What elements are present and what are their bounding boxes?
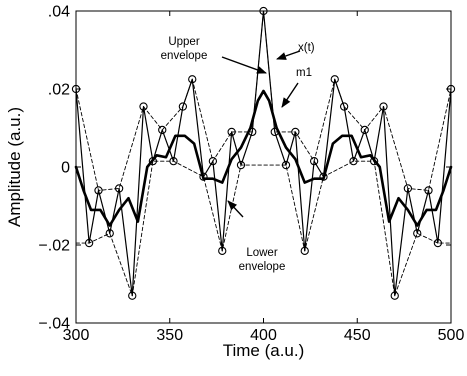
x-tick-label: 350 <box>156 327 183 344</box>
data-point-marker <box>94 186 103 195</box>
y-axis-title: Amplitude (a.u.) <box>5 107 24 227</box>
data-point-marker <box>424 186 433 195</box>
x-tick-label: 400 <box>250 327 277 344</box>
plot-frame <box>75 10 452 324</box>
data-point-marker <box>309 156 319 166</box>
y-tick-label: −.02 <box>38 238 70 255</box>
data-point-marker <box>390 291 399 300</box>
y-tick-label: −.04 <box>38 316 70 333</box>
series-line-m1 <box>74 89 453 227</box>
data-point-marker <box>114 184 124 193</box>
data-point-marker <box>158 125 167 135</box>
data-point-marker <box>379 102 388 111</box>
series-line-lower-envelope <box>75 160 452 297</box>
annotations: Upper envelope x(t) m1 Lower envelope <box>161 36 315 273</box>
data-point-marker <box>403 184 413 193</box>
x-tick-label: 300 <box>63 327 90 344</box>
annotation-upper-label: Upper envelope <box>161 36 208 62</box>
data-point-marker <box>300 246 309 255</box>
data-point-marker <box>169 156 178 166</box>
annotation-upper-arrow <box>221 56 267 74</box>
annotation-xt-label: x(t) <box>298 42 315 54</box>
annotation-xt-arrow <box>276 50 301 60</box>
plot-area <box>71 6 456 300</box>
data-point-marker <box>148 156 158 166</box>
data-point-marker <box>208 156 218 166</box>
annotation-m1-arrow <box>281 82 299 108</box>
y-tick-label: .04 <box>48 4 70 21</box>
data-point-marker <box>218 246 227 255</box>
data-point-marker <box>433 238 443 248</box>
data-point-marker <box>236 160 246 170</box>
annotation-lower-arrow <box>227 200 244 218</box>
data-point-marker <box>291 127 300 137</box>
data-point-marker <box>84 238 94 248</box>
data-point-marker <box>281 160 291 170</box>
x-axis-title: Time (a.u.) <box>223 341 305 360</box>
y-tick-label: 0 <box>61 160 70 177</box>
data-point-marker <box>349 156 358 166</box>
y-tick-label: .02 <box>48 82 70 99</box>
x-tick-label: 450 <box>344 327 371 344</box>
data-point-marker <box>199 172 208 181</box>
axes: 300 350 400 450 500 −.04 −.02 0 .02 .04 Time (a.u.… <box>5 4 464 361</box>
data-point-marker <box>413 229 422 238</box>
x-tick-label: 500 <box>438 327 465 344</box>
data-point-marker <box>319 172 328 181</box>
data-point-marker <box>178 102 188 111</box>
data-point-marker <box>339 102 349 111</box>
annotation-m1-label: m1 <box>296 67 312 79</box>
data-point-marker <box>128 291 137 300</box>
data-point-marker <box>105 229 114 238</box>
data-point-marker <box>369 156 379 166</box>
data-point-marker <box>227 127 236 137</box>
data-point-marker <box>360 125 369 135</box>
data-point-marker <box>139 102 148 111</box>
data-point-marker <box>188 75 197 84</box>
data-point-marker <box>330 75 339 84</box>
series-line-upper-envelope <box>75 10 452 191</box>
annotation-lower-label: Lower envelope <box>239 247 286 273</box>
